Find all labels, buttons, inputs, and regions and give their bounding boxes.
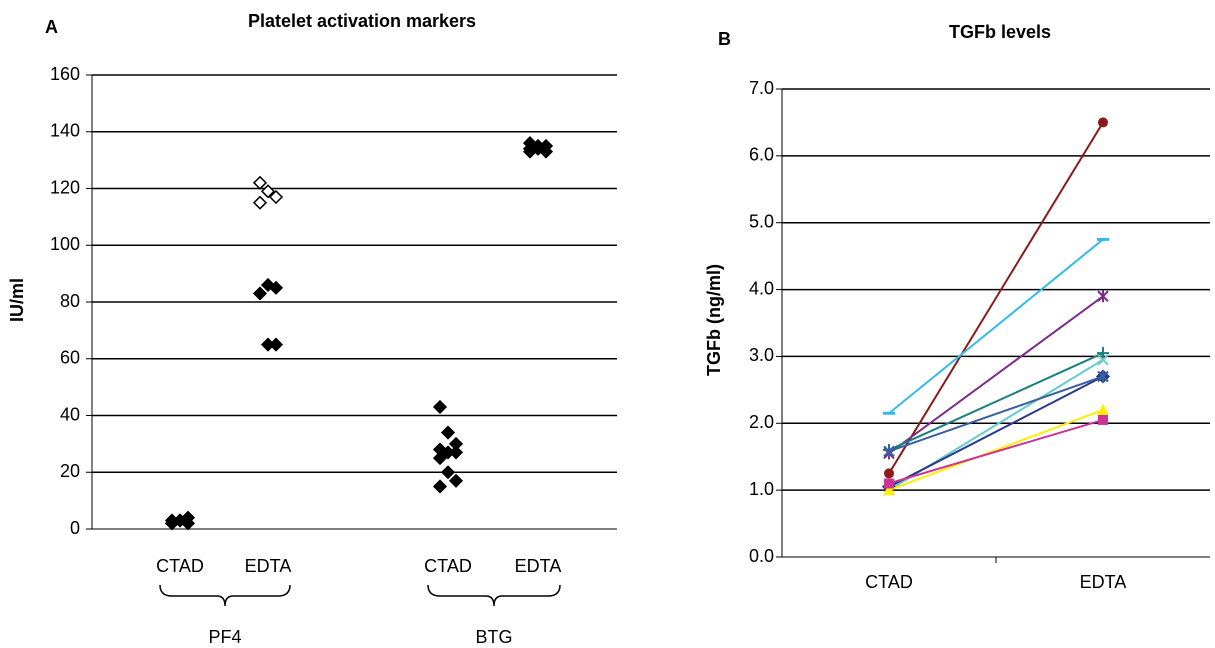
data-point [1097, 403, 1109, 415]
data-point [432, 479, 448, 494]
y-tick-label: 0 [70, 518, 80, 538]
data-point [440, 465, 456, 480]
data-point [1097, 290, 1109, 303]
data-point [1098, 117, 1108, 128]
y-tick-label: 60 [60, 348, 80, 368]
x-tick-label: CTAD [424, 556, 472, 576]
data-point [252, 286, 268, 301]
chart-title: TGFb levels [949, 22, 1051, 42]
y-tick-label: 80 [60, 291, 80, 311]
y-tick-label: 1.0 [749, 479, 774, 499]
data-point [522, 144, 538, 159]
data-point [260, 184, 276, 199]
data-point [1097, 370, 1109, 383]
data-point [268, 280, 284, 295]
data-point [884, 478, 894, 489]
data-point [884, 468, 894, 479]
group-brace [159, 584, 291, 607]
series-line [888, 375, 1104, 488]
y-axis-label: TGFb (ng/ml) [704, 264, 724, 376]
y-tick-label: 3.0 [749, 345, 774, 365]
series-line [888, 375, 1104, 453]
data-point [883, 445, 895, 458]
group-brace [427, 584, 561, 607]
y-tick-label: 100 [50, 234, 80, 254]
data-point [268, 189, 284, 205]
y-tick-label: 120 [50, 177, 80, 197]
data-point [1097, 347, 1109, 360]
data-point [432, 451, 448, 466]
data-point [164, 513, 180, 528]
series-line [888, 121, 1104, 474]
y-tick-label: 5.0 [749, 211, 774, 231]
series-line [888, 408, 1104, 492]
y-tick-label: 140 [50, 121, 80, 141]
y-tick-label: 2.0 [749, 412, 774, 432]
x-tick-label: EDTA [515, 556, 562, 576]
data-point [538, 144, 554, 159]
y-tick-label: 7.0 [749, 78, 774, 98]
y-tick-label: 4.0 [749, 278, 774, 298]
series-line [888, 238, 1104, 415]
data-point [180, 516, 196, 531]
y-tick-label: 20 [60, 461, 80, 481]
data-point [268, 337, 284, 352]
panel-label: B [718, 29, 731, 49]
series-line [888, 295, 1104, 455]
x-tick-label: CTAD [156, 556, 204, 576]
data-point [432, 399, 448, 415]
y-tick-label: 160 [50, 64, 80, 84]
panel-label: A [45, 17, 58, 37]
data-point [448, 473, 464, 488]
x-tick-label: EDTA [245, 556, 292, 576]
data-point [448, 445, 464, 460]
group-label: BTG [475, 627, 512, 647]
group-label: PF4 [208, 627, 241, 647]
chart-title: Platelet activation markers [248, 11, 476, 31]
y-tick-label: 0.0 [749, 546, 774, 566]
x-tick-label: CTAD [865, 572, 913, 592]
series-line [888, 352, 1104, 451]
series-line [888, 418, 1104, 485]
y-axis-label: IU/ml [7, 278, 27, 322]
data-point [440, 425, 456, 440]
data-point [1098, 414, 1108, 425]
y-tick-label: 40 [60, 404, 80, 424]
data-point [252, 195, 268, 210]
y-tick-label: 6.0 [749, 145, 774, 165]
data-point [252, 175, 268, 190]
data-point [883, 484, 895, 496]
x-tick-label: EDTA [1080, 572, 1127, 592]
data-point [1097, 354, 1109, 366]
